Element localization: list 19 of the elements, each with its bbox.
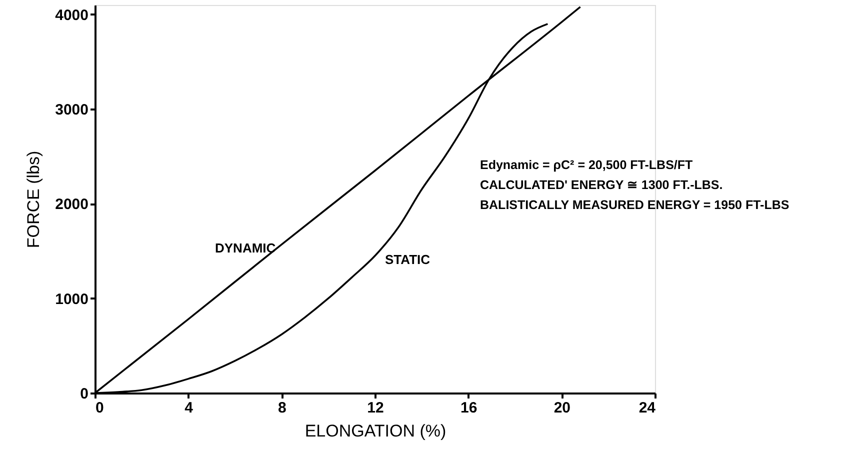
- x-tick-label: 0: [96, 400, 104, 416]
- y-axis-title: FORCE (lbs): [24, 150, 44, 248]
- y-tick-label: 1000: [55, 290, 88, 308]
- x-tick-label: 24: [638, 400, 656, 416]
- x-tick-label: 20: [554, 400, 571, 416]
- series-label: DYNAMIC: [214, 240, 276, 256]
- x-axis-title: ELONGATION (%): [304, 422, 446, 440]
- annotation: BALISTICALLY MEASURED ENERGY = 1950 FT-LBS: [480, 198, 790, 212]
- y-tick-label: 4000: [55, 6, 88, 24]
- y-tick-label: 0: [80, 386, 88, 402]
- annotation: Edynamic = ρC² = 20,500 FT-LBS/FT: [480, 158, 694, 172]
- x-tick-label: 12: [367, 400, 384, 416]
- series-label: STATIC: [385, 252, 431, 267]
- y-tick-label: 2000: [55, 196, 88, 214]
- annotation: CALCULATED' ENERGY ≅ 1300 FT.-LBS.: [480, 178, 723, 192]
- y-tick-label: 3000: [55, 102, 88, 119]
- x-tick-label: 4: [184, 400, 194, 416]
- x-tick-label: 16: [460, 400, 478, 416]
- x-tick-label: 8: [278, 400, 286, 416]
